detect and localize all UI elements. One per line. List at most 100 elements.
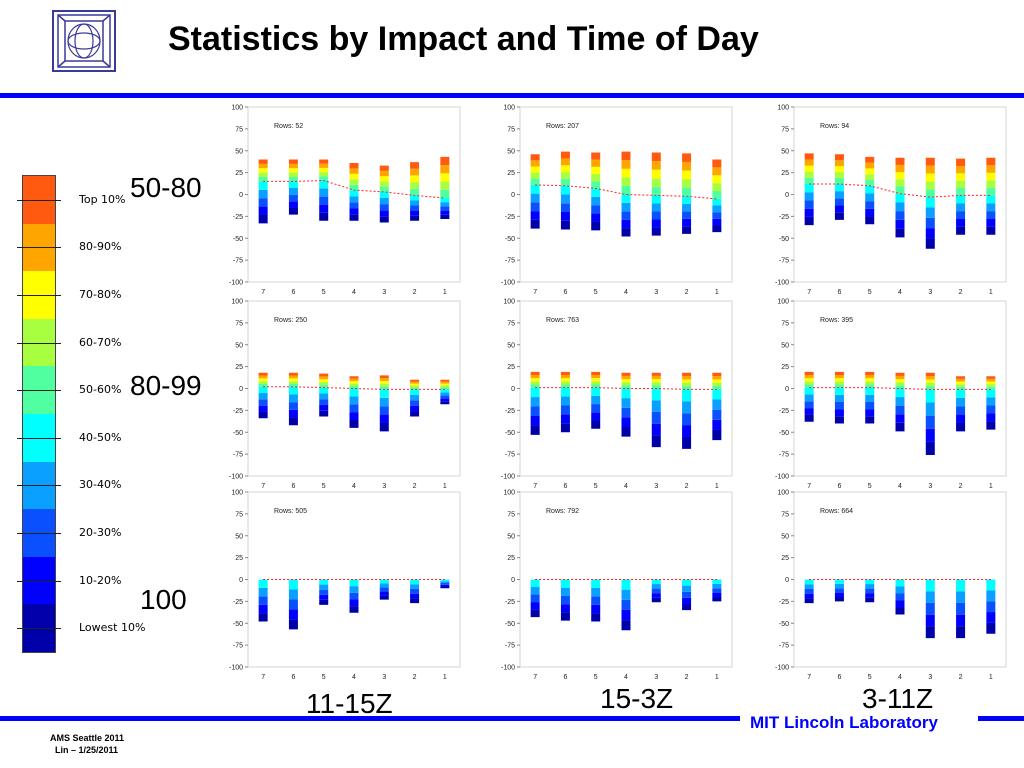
subplot: 100 75 50 25 0 -25 -50 -75 -100 Rows: 792 7 6 5 4 3 2 1 [501,490,733,681]
y-tick-label: 75 [507,126,515,133]
time-group-label: 15-3Z [600,683,674,714]
bar-segment [379,204,389,211]
bar-segment [621,427,631,437]
bar-segment [288,402,298,410]
x-tick-label: 5 [868,289,872,296]
bar-segment [834,198,844,206]
bar-segment [591,387,601,396]
legend-swatch [23,271,55,319]
bar-segment [319,379,329,383]
x-tick-label: 4 [898,674,902,681]
bar-segment [925,189,935,198]
bar-segment [621,202,631,212]
x-tick-label: 7 [261,289,265,296]
bar-segment [865,588,875,594]
bar-segment [621,385,631,389]
x-tick-label: 3 [928,674,932,681]
bar-segment [712,175,722,184]
bar-segment [712,167,722,176]
bar-segment [895,164,905,173]
x-tick-label: 1 [989,289,993,296]
bar-segment [319,384,329,388]
legend-label: Lowest 10% [79,621,146,635]
bar-segment [530,381,540,385]
bar-segment [379,397,389,407]
y-tick-label: 0 [785,577,789,584]
bar-segment [956,376,966,379]
bar-segment [530,602,540,610]
bar-segment [712,205,722,213]
bar-segment [258,378,268,382]
bar-segment [956,188,966,196]
bar-segment [319,594,329,600]
bar-segment [682,379,692,383]
bar-segment [349,179,359,185]
bar-segment [834,172,844,179]
bar-segment [560,405,570,415]
bar-segment [319,212,329,221]
bar-segment [591,152,601,160]
bar-segment [865,179,875,186]
bar-segment [712,579,722,584]
y-tick-label: -25 [233,408,243,415]
subplot: 100 75 50 25 0 -25 -50 -75 -100 Rows: 395 7 6 5 4 3 2 1 [775,299,1007,490]
x-tick-label: 2 [685,483,689,490]
bar-segment [834,212,844,220]
bar-segment [712,583,722,589]
bar-segment [621,620,631,631]
bar-segment [651,435,661,448]
bar-segment [986,579,996,591]
bar-segment [349,383,359,387]
bar-segment [319,204,329,213]
bar-segment [804,414,814,422]
bar-segment [591,604,601,614]
bar-segment [865,394,875,402]
bar-segment [319,382,329,385]
bar-segment [379,210,389,217]
y-tick-label: 25 [235,364,243,371]
y-tick-label: -50 [505,236,515,243]
bar-segment [956,591,966,603]
bar-segment [591,159,601,167]
bar-segment [379,422,389,432]
bar-segment [865,401,875,410]
bar-segment [379,587,389,592]
x-tick-label: 2 [413,674,417,681]
bar-segment [258,596,268,605]
footer-divider [978,716,1024,721]
bar-segment [986,165,996,173]
bar-segment [591,384,601,388]
bar-segment [349,173,359,180]
bar-segment [288,201,298,208]
bar-segment [986,413,996,422]
bar-segment [349,396,359,405]
bar-segment [440,189,450,198]
bar-segment [956,173,966,181]
y-tick-label: -50 [779,621,789,628]
bar-segment [349,586,359,593]
bar-segment [834,588,844,593]
y-tick-label: 75 [507,320,515,327]
bar-segment [865,216,875,225]
y-tick-label: -75 [233,643,243,650]
bar-segment [956,422,966,432]
bar-segment [410,215,420,221]
bar-segment [651,169,661,179]
bar-segment [956,195,966,204]
bar-segment [591,378,601,382]
x-tick-label: 4 [624,483,628,490]
bar-segment [258,405,268,412]
bar-segment [319,579,329,585]
bar-segment [895,397,905,406]
bar-segment [530,594,540,603]
bar-segment [319,393,329,400]
y-tick-label: 75 [235,511,243,518]
bar-segment [682,179,692,188]
bar-segment [651,579,661,585]
y-tick-label: 100 [231,299,243,306]
bar-segment [865,381,875,385]
rows-count-label: Rows: 250 [274,317,307,324]
y-tick-label: -100 [501,280,515,287]
bar-segment [530,202,540,212]
bar-segment [956,406,966,415]
